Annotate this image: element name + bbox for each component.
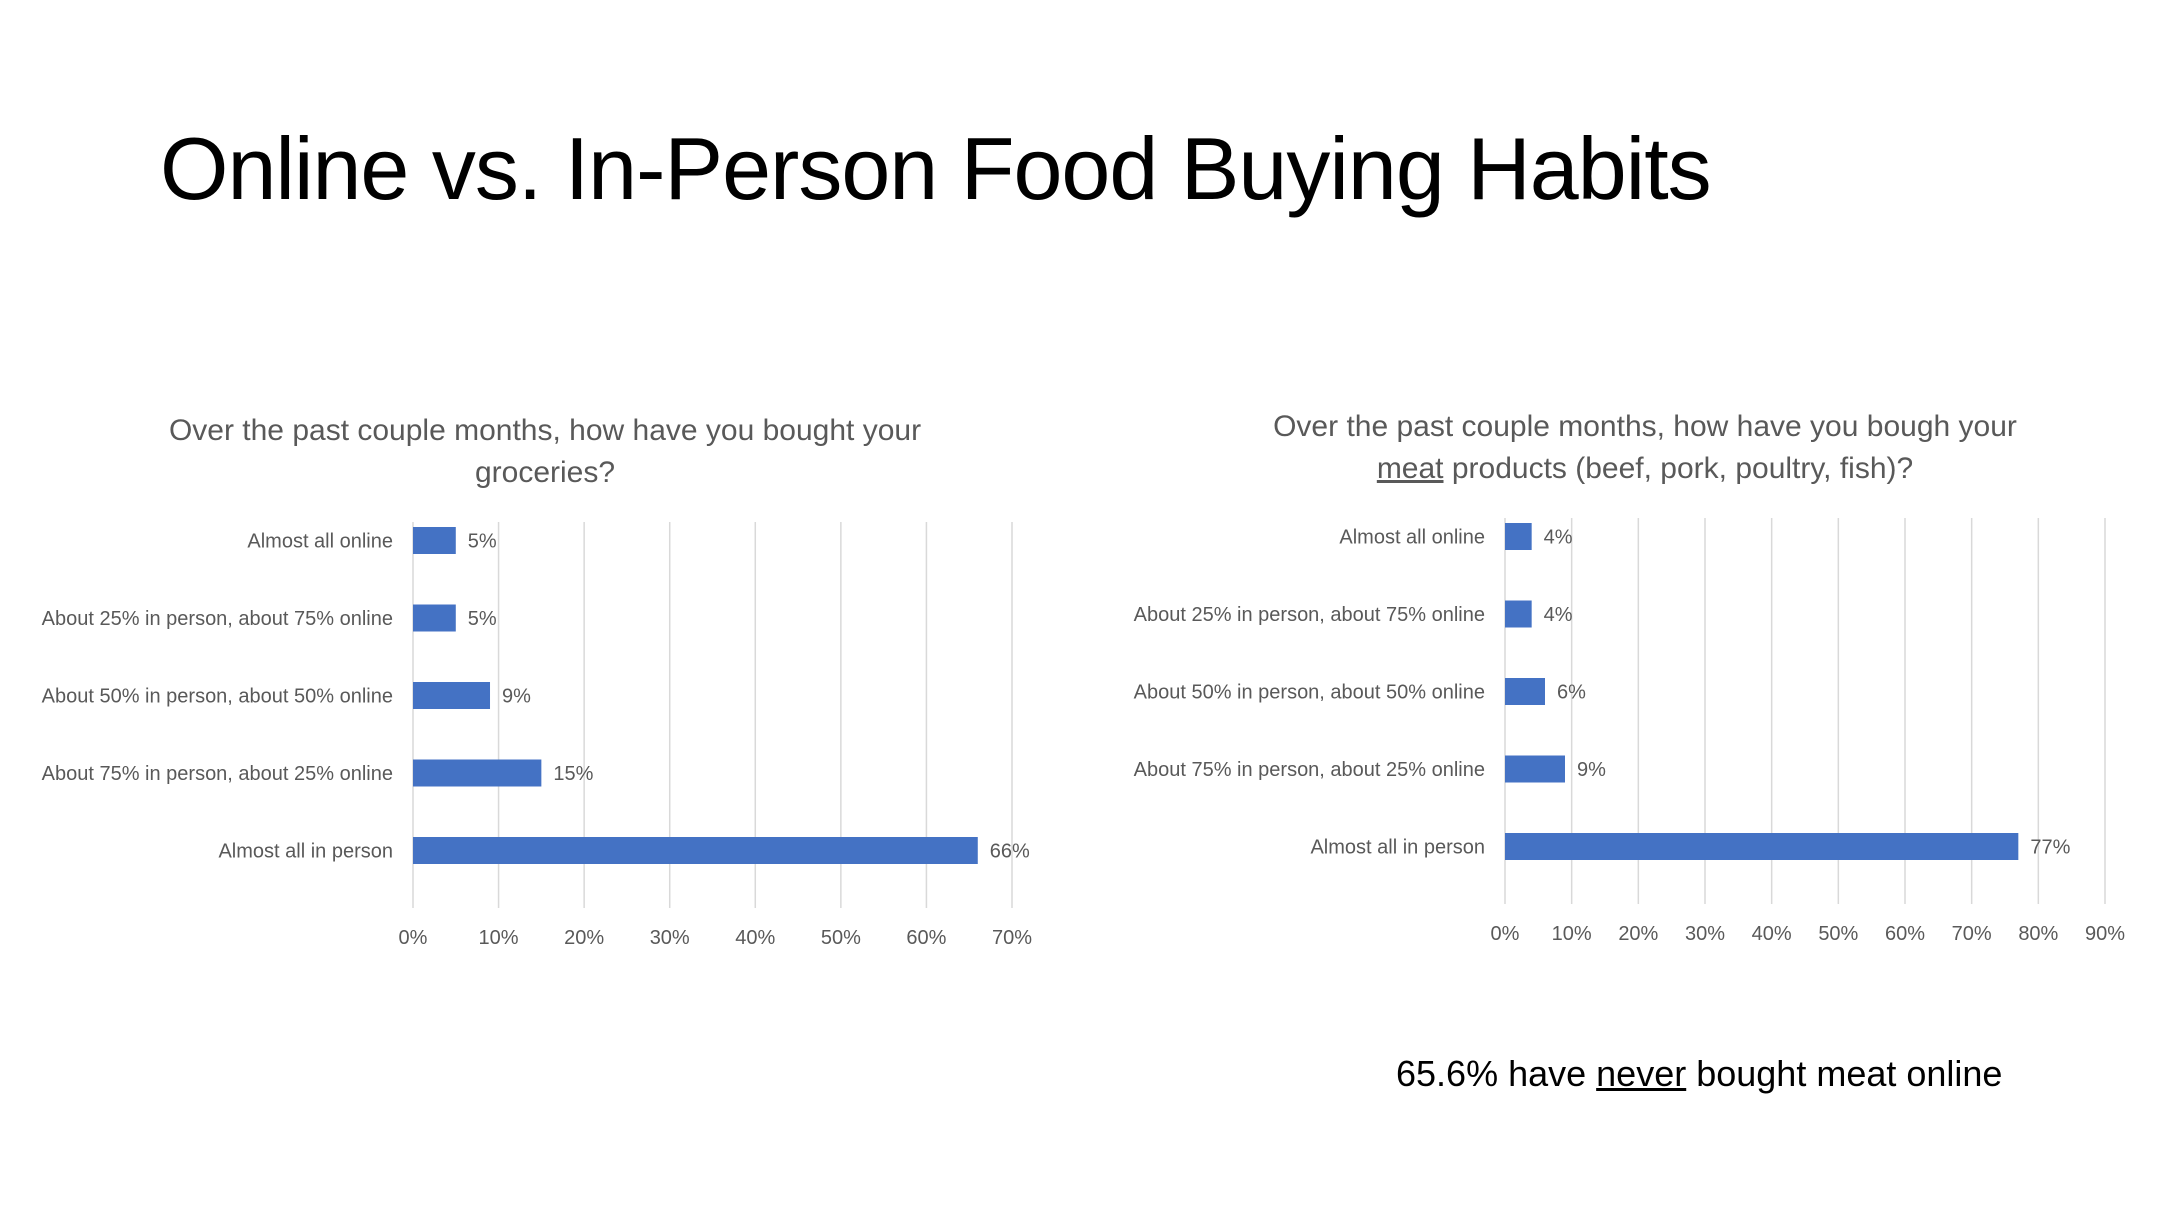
data-label: 15% (553, 763, 593, 785)
data-label: 5% (468, 608, 497, 630)
x-tick-label: 0% (399, 927, 428, 949)
x-tick-label: 30% (650, 927, 690, 949)
note-underlined: never (1596, 1053, 1687, 1094)
data-label: 66% (990, 841, 1030, 863)
bar (413, 759, 542, 787)
category-label: Almost all online (247, 531, 393, 553)
note-before: 65.6% have (1396, 1053, 1597, 1094)
x-tick-label: 10% (479, 927, 519, 949)
slide-title: Online vs. In-Person Food Buying Habits (160, 119, 1712, 218)
bar (413, 527, 456, 554)
category-label: About 50% in person, about 50% online (42, 686, 393, 708)
x-tick-label: 50% (821, 927, 861, 949)
groceries-chart-title: Over the past couple months, how have yo… (130, 410, 960, 494)
bar (413, 837, 978, 864)
category-label: About 75% in person, about 25% online (42, 763, 393, 785)
groceries-title-line1: Over the past couple months, how have yo… (168, 414, 922, 447)
category-label: Almost all in person (218, 841, 393, 863)
note-after: bought meat online (1686, 1053, 2003, 1094)
x-tick-label: 40% (735, 927, 775, 949)
meat-chart-title: Over the past couple months, how have yo… (1230, 406, 2060, 490)
meat-title-line1: Over the past couple months, how have yo… (1273, 410, 2017, 443)
bar (413, 682, 491, 709)
meat-title-underlined: meat (1376, 452, 1444, 485)
meat-online-note: 65.6% have never bought meat online (1396, 1053, 2002, 1095)
bar (413, 604, 456, 632)
groceries-title-line2: groceries? (474, 456, 616, 489)
x-tick-label: 20% (564, 927, 604, 949)
category-label: About 25% in person, about 75% online (42, 608, 393, 630)
x-tick-label: 60% (906, 927, 946, 949)
data-label: 5% (468, 531, 497, 553)
data-label: 9% (502, 686, 531, 708)
x-tick-label: 70% (992, 927, 1032, 949)
meat-title-line2-rest: products (beef, pork, poultry, fish)? (1443, 452, 1914, 485)
